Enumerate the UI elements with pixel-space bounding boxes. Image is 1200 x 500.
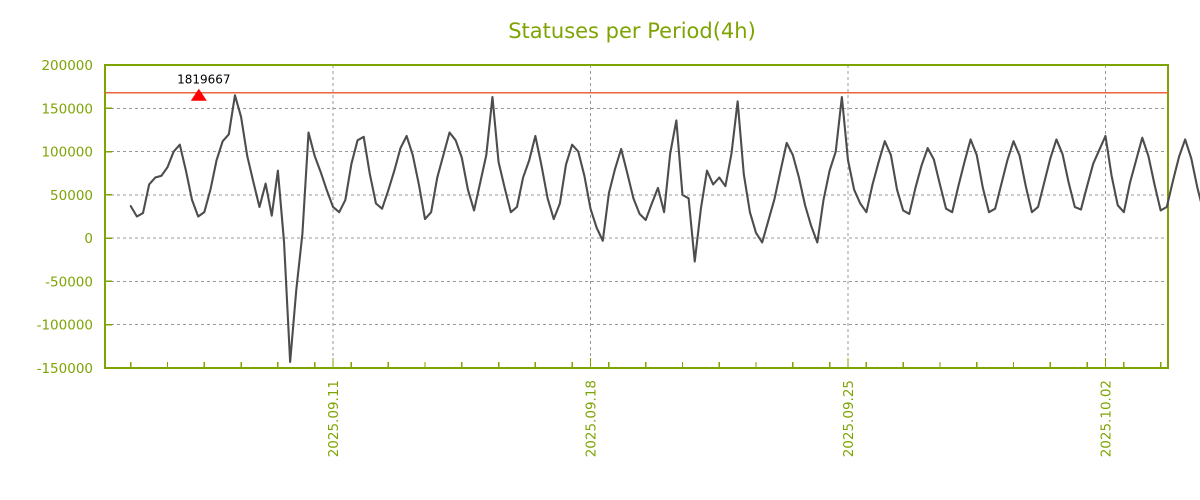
y-tick-label: 0	[84, 231, 93, 247]
x-tick-label: 2025.09.11	[326, 380, 342, 457]
chart-title: Statuses per Period(4h)	[508, 19, 756, 43]
y-tick-label: 150000	[41, 101, 93, 117]
y-tick-label: -100000	[37, 318, 93, 334]
y-tick-label: 50000	[50, 188, 93, 204]
y-tick-label: -150000	[37, 361, 93, 377]
data-series-line	[129, 94, 1200, 363]
peak-annotation-label: 1819667	[177, 73, 230, 87]
gridlines	[105, 65, 1168, 369]
x-tick-label: 2025.10.02	[1098, 380, 1114, 457]
y-axis-ticks	[105, 64, 112, 369]
y-tick-label: 100000	[41, 145, 93, 161]
y-axis-tick-labels: 200000 150000 100000 50000 0 -50000 -100000 -15…	[37, 58, 93, 377]
x-axis-tick-labels: 2025.09.11 2025.09.18 2025.09.25 2025.10.02	[326, 380, 1114, 457]
y-tick-label: 200000	[41, 58, 93, 74]
y-tick-label: -50000	[45, 274, 93, 290]
x-axis-ticks	[130, 358, 1162, 368]
x-tick-label: 2025.09.25	[841, 380, 857, 457]
plot-area-frame	[104, 64, 1169, 369]
x-tick-label: 2025.09.18	[584, 380, 600, 457]
peak-marker-triangle[interactable]	[190, 88, 207, 101]
